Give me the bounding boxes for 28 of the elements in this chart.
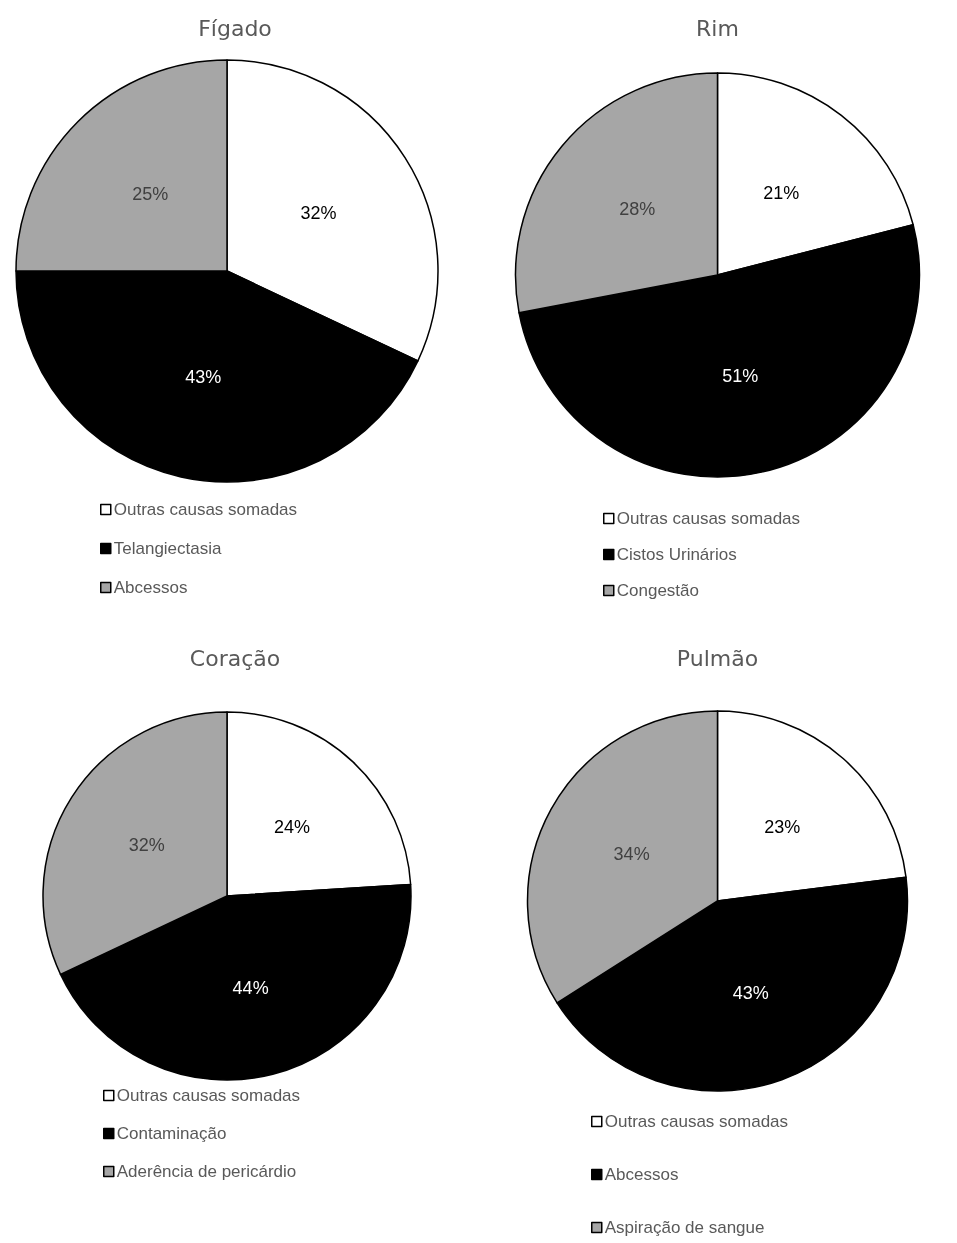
data-label: 34% bbox=[613, 843, 650, 864]
chart-title: Coração bbox=[189, 645, 281, 671]
chart-title: Fígado bbox=[198, 15, 272, 41]
data-label: 21% bbox=[763, 182, 800, 203]
data-label: 43% bbox=[732, 983, 769, 1004]
data-label: 25% bbox=[132, 184, 169, 205]
data-label: 32% bbox=[300, 202, 337, 223]
legend-label: Telangiectasia bbox=[113, 539, 223, 558]
legend-label: Outras causas somadas bbox=[116, 1086, 301, 1105]
data-label: 24% bbox=[274, 816, 311, 837]
chart-title: Rim bbox=[696, 15, 739, 41]
data-label: 32% bbox=[128, 835, 165, 856]
legend-label: Outras causas somadas bbox=[604, 1112, 789, 1131]
legend-label: Aspiração de sangue bbox=[604, 1218, 765, 1237]
legend-label: Outras causas somadas bbox=[616, 509, 801, 528]
legend-label: Abcessos bbox=[604, 1165, 679, 1184]
legend-label: Congestão bbox=[616, 581, 699, 600]
legend-label: Abcessos bbox=[113, 578, 188, 597]
chart-title: Pulmão bbox=[676, 645, 759, 671]
data-label: 23% bbox=[764, 817, 801, 838]
legend-label: Contaminação bbox=[116, 1124, 227, 1143]
data-label: 44% bbox=[232, 978, 269, 999]
legend-label: Aderência de pericárdio bbox=[116, 1162, 297, 1181]
data-label: 51% bbox=[722, 366, 759, 387]
data-label: 28% bbox=[619, 198, 656, 219]
legend-label: Cistos Urinários bbox=[616, 545, 737, 564]
legend-label: Outras causas somadas bbox=[113, 500, 298, 519]
data-label: 43% bbox=[185, 366, 222, 387]
